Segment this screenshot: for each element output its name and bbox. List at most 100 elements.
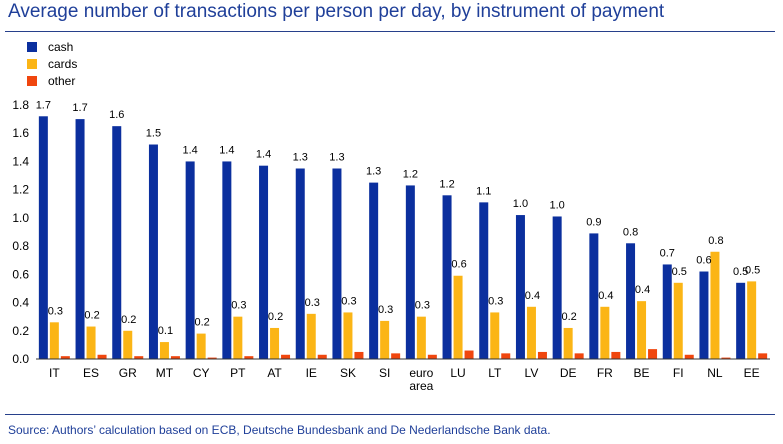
x-tick-label: DE	[560, 366, 577, 380]
value-label-cash-ee: 0.5	[733, 266, 748, 278]
bar-cards-be	[637, 301, 647, 359]
value-label-cash-nl: 0.6	[696, 255, 711, 267]
value-label-cash-si: 1.3	[366, 166, 381, 178]
x-axis: IT ES GR MT CY PT AT IE SK SI euro area LU LT LV DE FR BE…	[36, 358, 770, 393]
x-tick-label: MT	[156, 366, 174, 380]
bar-cash-de	[552, 216, 562, 359]
bar-cash-pt	[222, 161, 232, 359]
bar-cards-sk	[343, 312, 353, 359]
bar-cards-gr	[123, 330, 133, 359]
x-tick-label: CY	[193, 366, 210, 380]
x-tick-label: SK	[340, 366, 356, 380]
x-tick-label: SI	[379, 366, 390, 380]
bar-other-ee	[758, 353, 768, 359]
bar-cards-si	[380, 320, 390, 359]
bar-other-mt	[170, 356, 180, 359]
bar-other-at	[281, 354, 291, 359]
bar-other-sk	[354, 351, 364, 359]
bar-cash-nl	[699, 271, 709, 359]
bar-cards-ee	[747, 281, 757, 359]
value-label-cash-es: 1.7	[72, 102, 87, 114]
value-label-cards-gr: 0.2	[121, 314, 136, 326]
bar-cards-ie	[306, 313, 316, 359]
value-label-cards-si: 0.3	[378, 304, 393, 316]
bar-other-lv	[537, 351, 547, 359]
x-tick-label: AT	[267, 366, 282, 380]
value-label-cash-de: 1.0	[550, 199, 565, 211]
value-label-cash-sk: 1.3	[329, 152, 344, 164]
value-label-cards-lt: 0.3	[488, 295, 503, 307]
x-tick-label: FI	[673, 366, 684, 380]
x-tick-label: BE	[634, 366, 650, 380]
value-label-cash-euro-area: 1.2	[403, 168, 418, 180]
bar-cards-lt	[490, 312, 500, 359]
bar-other-fr	[611, 351, 621, 359]
x-tick-label: GR	[119, 366, 137, 380]
value-label-cash-gr: 1.6	[109, 109, 124, 121]
value-label-cash-lt: 1.1	[476, 185, 491, 197]
value-label-cash-lu: 1.2	[439, 178, 454, 190]
legend-label-cash: cash	[48, 40, 73, 54]
bar-cash-at	[259, 165, 269, 359]
bar-other-ie	[317, 354, 327, 359]
bar-cards-nl	[710, 251, 720, 359]
bar-cash-ie	[295, 168, 305, 359]
value-label-cash-fr: 0.9	[586, 216, 601, 228]
bar-other-be	[648, 349, 658, 359]
bar-cash-fr	[589, 233, 599, 359]
value-label-cash-cy: 1.4	[183, 144, 198, 156]
x-tick-label: FR	[597, 366, 613, 380]
title-rule	[5, 31, 775, 32]
value-label-cash-lv: 1.0	[513, 198, 528, 210]
bar-cash-it	[38, 116, 48, 360]
value-label-cash-ie: 1.3	[293, 152, 308, 164]
x-tick-label: PT	[230, 366, 246, 380]
value-label-cards-ie: 0.3	[305, 297, 320, 309]
value-label-cards-lu: 0.6	[451, 259, 466, 271]
value-labels: 1.7 0.3 1.7 0.2 1.6 0.2 1.5 0.1 1.4 0.2 1.4 0.3 1.4 0…	[36, 99, 761, 337]
legend-label-cards: cards	[48, 57, 77, 71]
bar-other-pt	[244, 356, 254, 359]
value-label-cards-mt: 0.1	[158, 325, 173, 337]
value-label-cards-nl: 0.8	[708, 235, 723, 247]
x-tick-label: LT	[488, 366, 502, 380]
bar-other-es	[97, 354, 107, 359]
value-label-cards-de: 0.2	[562, 311, 577, 323]
value-label-cards-it: 0.3	[48, 305, 63, 317]
y-tick-label: 0.6	[12, 267, 29, 281]
y-tick-label: 1.2	[12, 183, 29, 197]
value-label-cards-ee: 0.5	[745, 264, 760, 276]
bar-cash-lv	[515, 215, 525, 359]
bar-other-fi	[684, 354, 694, 359]
y-tick-label: 0.4	[12, 296, 29, 310]
value-label-cards-lv: 0.4	[525, 290, 540, 302]
legend: cash cards other	[27, 40, 77, 88]
y-tick-label: 1.8	[12, 98, 29, 112]
bar-cash-mt	[148, 144, 158, 359]
bar-cash-gr	[112, 126, 122, 360]
bar-other-lt	[501, 353, 511, 359]
legend-label-other: other	[48, 74, 75, 88]
value-label-cards-euro-area: 0.3	[415, 300, 430, 312]
bar-cash-lt	[479, 202, 489, 359]
y-tick-label: 1.6	[12, 126, 29, 140]
bar-cards-fi	[673, 282, 683, 359]
bar-cash-ee	[736, 282, 746, 359]
legend-swatch-other	[27, 76, 37, 86]
bar-cash-si	[369, 182, 379, 359]
value-label-cash-be: 0.8	[623, 226, 638, 238]
bar-cash-es	[75, 119, 85, 359]
bar-cards-cy	[196, 333, 206, 359]
bar-cards-lv	[526, 306, 536, 359]
bar-cash-be	[626, 243, 636, 359]
bar-cards-at	[270, 327, 280, 359]
bar-cards-de	[563, 327, 573, 359]
bar-other-gr	[134, 356, 144, 359]
bar-cash-euro-area	[405, 185, 415, 359]
value-label-cash-mt: 1.5	[146, 128, 161, 140]
bar-cash-sk	[332, 168, 342, 359]
legend-swatch-cash	[27, 42, 37, 52]
value-label-cards-sk: 0.3	[341, 295, 356, 307]
value-label-cards-be: 0.4	[635, 284, 650, 296]
bar-cash-lu	[442, 195, 452, 359]
